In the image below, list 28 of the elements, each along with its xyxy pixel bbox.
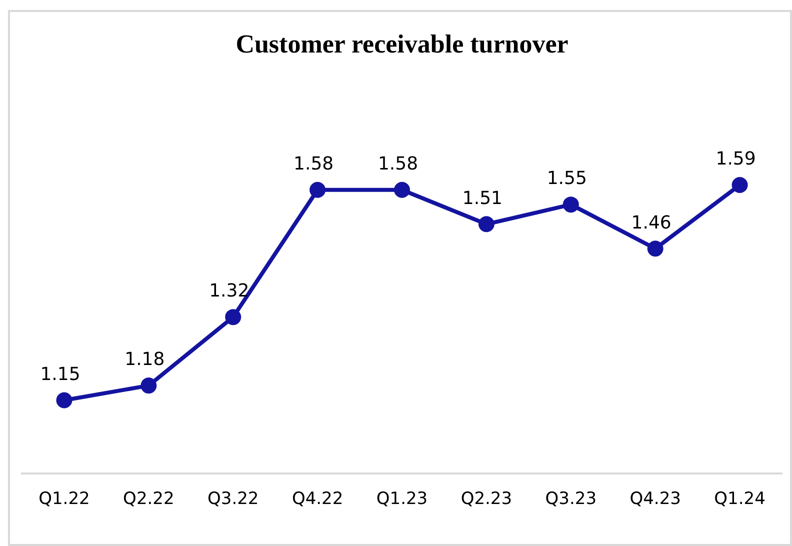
point [225, 309, 242, 326]
point [562, 196, 579, 213]
x-tick-label: Q1.22 [38, 489, 90, 510]
data-label: 1.32 [209, 280, 250, 302]
point [732, 177, 748, 194]
data-label: 1.58 [294, 154, 334, 175]
x-tick-label: Q2.22 [123, 489, 174, 510]
x-tick-label: Q4.22 [292, 489, 344, 510]
point [310, 182, 326, 198]
data-label: 1.18 [124, 349, 165, 370]
x-tick-label: Q1.23 [376, 489, 428, 510]
x-tick-label: Q3.23 [545, 489, 597, 510]
point [478, 216, 494, 232]
data-label: 1.59 [716, 148, 756, 170]
point [647, 240, 664, 257]
x-tick-label: Q4.23 [630, 489, 681, 510]
data-label: 1.55 [546, 168, 587, 190]
x-tick-label: Q2.23 [460, 489, 512, 510]
data-label: 1.51 [462, 188, 502, 209]
data-label: 1.58 [378, 154, 418, 175]
x-tick-label: Q1.24 [714, 489, 766, 510]
data-label: 1.46 [631, 212, 672, 234]
data-label: 1.15 [40, 364, 80, 385]
point [56, 392, 72, 408]
chart-title: Customer receivable turnover [236, 29, 568, 58]
x-tick-label: Q3.22 [207, 489, 259, 510]
point [394, 182, 410, 198]
point [140, 378, 157, 394]
